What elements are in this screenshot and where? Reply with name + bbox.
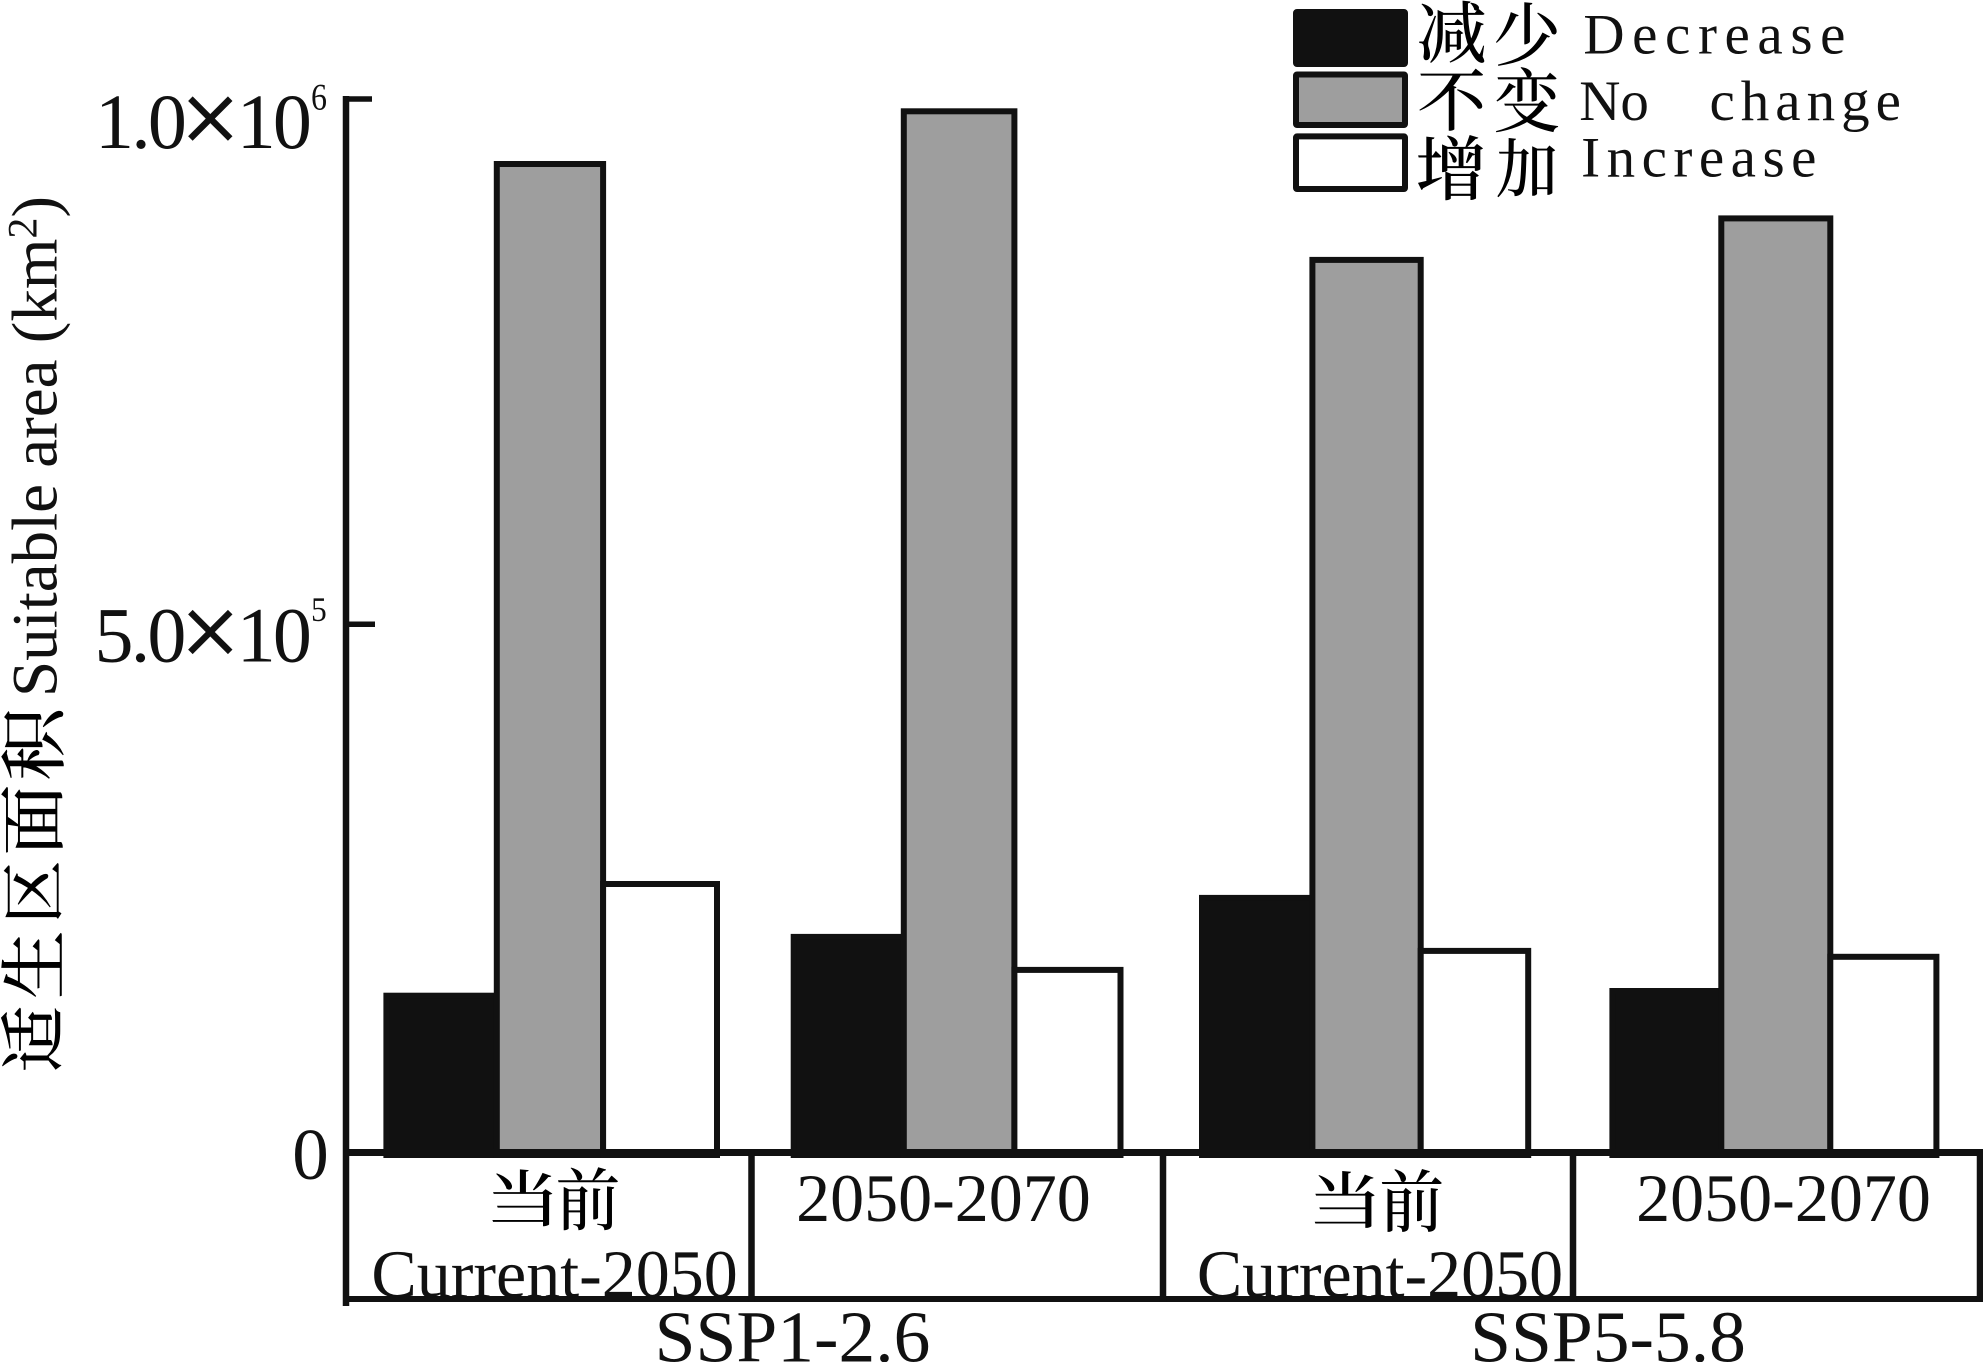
- svg-text:10: 10: [237, 78, 310, 165]
- svg-text:0: 0: [292, 1114, 329, 1195]
- svg-text:SSP5-5.8: SSP5-5.8: [1470, 1296, 1746, 1362]
- svg-text:SSP1-2.6: SSP1-2.6: [655, 1296, 931, 1362]
- svg-text:5.0: 5.0: [95, 592, 185, 679]
- svg-text:Current-2050: Current-2050: [371, 1236, 737, 1312]
- svg-text:): ): [0, 196, 72, 218]
- svg-text:change: change: [1710, 70, 1907, 133]
- svg-text:10: 10: [237, 592, 310, 679]
- svg-text:2050-2070: 2050-2070: [796, 1160, 1091, 1236]
- svg-text:Current-2050: Current-2050: [1197, 1236, 1563, 1312]
- svg-text:Decrease: Decrease: [1583, 4, 1853, 67]
- svg-text:Increase: Increase: [1581, 126, 1823, 189]
- svg-text:Suitable area (km: Suitable area (km: [0, 239, 72, 697]
- svg-text:2050-2070: 2050-2070: [1636, 1160, 1931, 1236]
- svg-text:1.0: 1.0: [95, 78, 185, 165]
- svg-text:No: No: [1579, 70, 1649, 133]
